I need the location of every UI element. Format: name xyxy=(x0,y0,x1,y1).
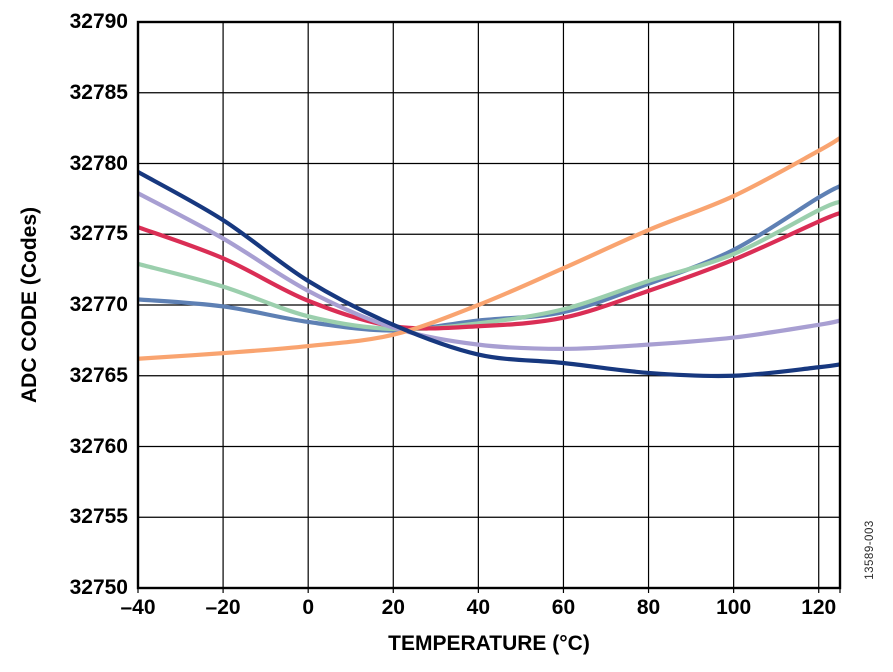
x-tick-label: –20 xyxy=(205,596,241,619)
figure-number-watermark: 13589-003 xyxy=(864,520,876,580)
data-line-orange xyxy=(138,136,840,361)
y-tick-label: 32780 xyxy=(69,151,128,175)
y-tick-label: 32755 xyxy=(69,505,128,529)
data-line-navy xyxy=(138,170,840,379)
x-tick-label: 80 xyxy=(636,596,661,619)
x-tick-label: –40 xyxy=(120,596,156,619)
y-tick-label: 32750 xyxy=(69,576,128,599)
y-tick-label: 32760 xyxy=(69,434,128,458)
x-tick-label: 100 xyxy=(716,596,752,619)
x-tick-label: 20 xyxy=(381,596,405,619)
y-tick-label: 32790 xyxy=(69,10,128,33)
x-tick-label: 0 xyxy=(302,596,315,619)
x-tick-label: 120 xyxy=(801,596,837,619)
y-tick-label: 32785 xyxy=(69,80,128,104)
y-axis-title: ADC CODE (Codes) xyxy=(18,206,41,404)
x-axis-title: TEMPERATURE (°C) xyxy=(388,632,590,655)
y-tick-label: 32765 xyxy=(69,363,128,387)
y-tick-label: 32770 xyxy=(69,293,128,316)
data-line-green xyxy=(138,199,840,332)
data-line-lavender xyxy=(138,191,840,351)
data-line-red xyxy=(138,211,840,331)
x-tick-label: 40 xyxy=(466,596,491,619)
y-tick-label: 32775 xyxy=(69,222,128,246)
plot-frame xyxy=(136,20,842,590)
x-tick-label: 60 xyxy=(551,596,576,619)
